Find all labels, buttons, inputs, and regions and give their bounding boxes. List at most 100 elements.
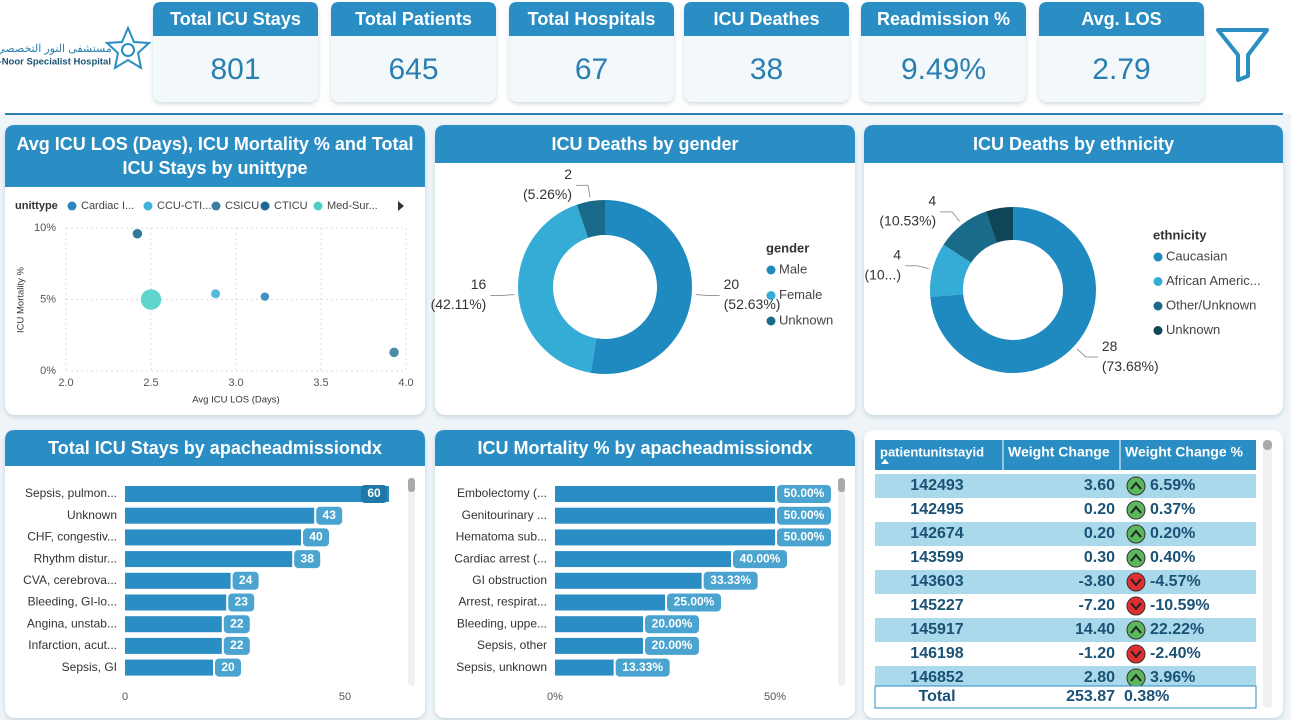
filter-icon[interactable] bbox=[1216, 28, 1269, 82]
percent-label: (10...) bbox=[864, 266, 901, 282]
bar bbox=[125, 486, 389, 502]
data-label: 25.00% bbox=[674, 595, 715, 609]
trend-icon bbox=[1126, 548, 1146, 568]
panel bbox=[5, 125, 425, 415]
y-tick-label: 5% bbox=[40, 293, 56, 305]
bar bbox=[555, 486, 775, 502]
category-label: Cardiac arrest (... bbox=[454, 551, 547, 565]
label-box bbox=[294, 550, 321, 569]
percent-label: (52.63%) bbox=[724, 296, 781, 312]
kpi-header bbox=[684, 2, 849, 36]
kpi-value: 67 bbox=[575, 53, 608, 86]
cell-percent: 0.40% bbox=[1150, 549, 1195, 566]
legend-label: CCU-CTI... bbox=[157, 200, 211, 212]
donut-slice bbox=[576, 200, 605, 238]
legend-label: Caucasian bbox=[1166, 248, 1227, 263]
panel-header bbox=[5, 125, 425, 187]
chart-title: ICU Deaths by gender bbox=[551, 133, 739, 154]
cell-id: 142493 bbox=[910, 477, 963, 494]
cell-percent: 0.37% bbox=[1150, 501, 1195, 518]
table-row bbox=[875, 522, 1256, 546]
x-tick-label: 50 bbox=[339, 691, 351, 703]
bar bbox=[555, 616, 643, 633]
kpi-label: Total ICU Stays bbox=[170, 9, 301, 29]
category-label: Arrest, respirat... bbox=[458, 595, 547, 609]
category-label: CVA, cerebrova... bbox=[23, 573, 117, 587]
scrollbar bbox=[1263, 440, 1272, 708]
category-label: Bleeding, GI-lo... bbox=[28, 595, 117, 609]
scrollbar bbox=[838, 478, 845, 686]
trend-icon bbox=[1126, 596, 1146, 616]
trend-icon bbox=[1126, 500, 1146, 520]
label-box bbox=[228, 593, 255, 612]
cell-percent: 3.96% bbox=[1150, 669, 1195, 686]
bar bbox=[125, 551, 293, 568]
legend-label: CSICU bbox=[225, 200, 259, 212]
x-tick-label: 0% bbox=[547, 691, 563, 703]
data-label: 23 bbox=[235, 595, 249, 609]
bubble bbox=[260, 292, 270, 301]
legend-swatch bbox=[1153, 252, 1163, 262]
trend-arrow bbox=[1130, 578, 1142, 587]
bubble bbox=[211, 289, 221, 299]
chart-title-box: ICU Mortality % by apacheadmissiondx bbox=[477, 437, 813, 458]
kpi-label: Readmission % bbox=[877, 9, 1010, 29]
legend-swatch bbox=[1153, 326, 1163, 335]
cell-id: 146852 bbox=[910, 669, 963, 686]
data-label: 16 bbox=[471, 276, 487, 292]
category-label: Sepsis, pulmon... bbox=[25, 486, 117, 500]
cell-weight: 2.80 bbox=[1084, 669, 1115, 686]
cell-weight: -3.80 bbox=[1079, 573, 1116, 590]
donut-slice bbox=[590, 200, 692, 374]
trend-icon bbox=[1126, 644, 1146, 664]
legend-swatch bbox=[1153, 301, 1163, 311]
data-label: 13.33% bbox=[622, 660, 663, 674]
cell-percent: -4.57% bbox=[1150, 573, 1201, 590]
cell-percent: 22.22% bbox=[1150, 621, 1204, 638]
cell-id: 143599 bbox=[910, 549, 963, 566]
label-box bbox=[215, 658, 241, 677]
total-percent: 0.38% bbox=[1124, 688, 1169, 705]
table-row bbox=[875, 618, 1256, 642]
data-label: 33.33% bbox=[710, 573, 751, 587]
chart-title: Avg ICU LOS (Days), ICU Mortality % and … bbox=[16, 133, 414, 178]
cell-weight: 14.40 bbox=[1075, 621, 1115, 638]
leader-line bbox=[695, 294, 720, 297]
cell-weight: 0.20 bbox=[1084, 525, 1115, 542]
panel-header bbox=[435, 125, 855, 163]
legend-swatch bbox=[260, 201, 270, 211]
cell-percent: 6.59% bbox=[1150, 477, 1195, 494]
x-tick-label: 2.0 bbox=[58, 377, 73, 389]
donut-slice bbox=[930, 244, 972, 297]
legend-label: Cardiac I... bbox=[81, 200, 134, 212]
logo: مستشفى النور التخصصي Al-Noor Specialist … bbox=[0, 25, 152, 71]
chart-title-box: Avg ICU LOS (Days), ICU Mortality % and … bbox=[16, 133, 414, 178]
chart-title: ICU Mortality % by apacheadmissiondx bbox=[477, 437, 813, 458]
kpi-label: ICU Deathes bbox=[713, 9, 819, 29]
legend-label: Unknown bbox=[779, 312, 833, 327]
trend-icon bbox=[1126, 476, 1146, 496]
column-header: Weight Change bbox=[1008, 444, 1110, 460]
legend-label: CTICU bbox=[274, 200, 308, 212]
data-label: 50.00% bbox=[784, 530, 825, 544]
data-label: 50.00% bbox=[784, 508, 825, 522]
data-label: 20 bbox=[724, 276, 740, 292]
category-label: Unknown bbox=[67, 508, 117, 522]
table-header bbox=[875, 440, 1256, 470]
data-label: 20 bbox=[221, 660, 235, 674]
cell-id: 142495 bbox=[910, 501, 963, 518]
leader-line bbox=[490, 294, 515, 297]
trend-icon bbox=[1126, 524, 1146, 544]
legend-swatch bbox=[67, 201, 77, 211]
table-row bbox=[875, 474, 1256, 498]
category-label: Genitourinary ... bbox=[462, 508, 547, 522]
category-label: Embolectomy (... bbox=[457, 486, 547, 500]
bar bbox=[555, 529, 775, 546]
cell-percent: 0.20% bbox=[1150, 525, 1195, 542]
x-tick-label: 3.5 bbox=[313, 377, 328, 389]
kpi-value: 9.49% bbox=[901, 53, 986, 86]
percent-label: (42.11%) bbox=[431, 296, 487, 312]
category-label: CHF, congestiv... bbox=[27, 530, 117, 544]
category-label: Sepsis, unknown bbox=[456, 660, 547, 674]
kpi-header bbox=[861, 2, 1026, 36]
